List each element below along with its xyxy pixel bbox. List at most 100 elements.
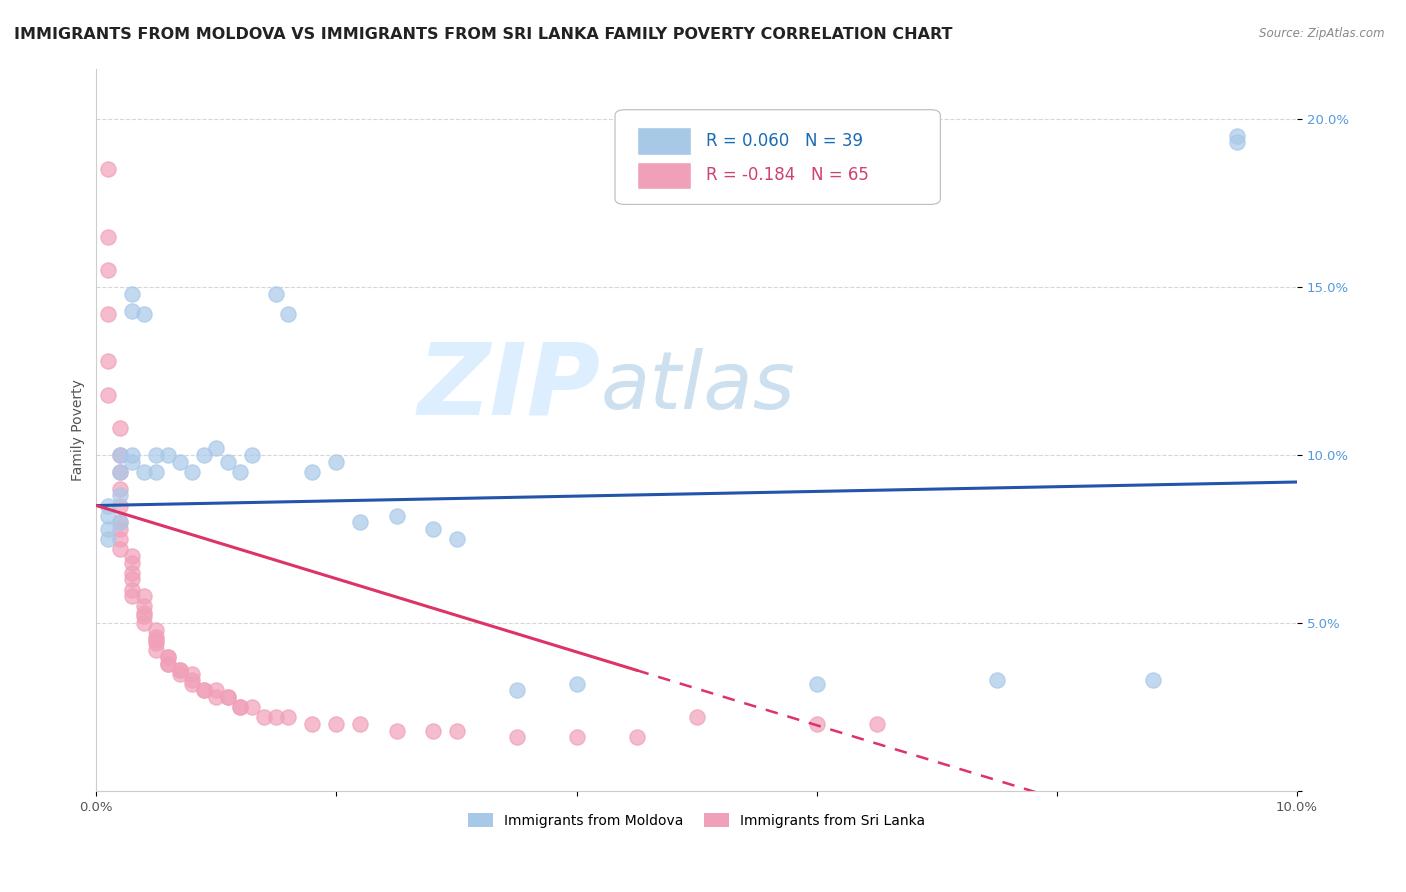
- Point: [505, 683, 527, 698]
- Point: [145, 636, 167, 650]
- Point: [193, 683, 215, 698]
- Point: [97, 354, 120, 368]
- Point: [134, 609, 156, 624]
- Point: [121, 286, 143, 301]
- Point: [97, 229, 120, 244]
- Text: IMMIGRANTS FROM MOLDOVA VS IMMIGRANTS FROM SRI LANKA FAMILY POVERTY CORRELATION : IMMIGRANTS FROM MOLDOVA VS IMMIGRANTS FR…: [14, 27, 952, 42]
- Point: [134, 465, 156, 479]
- Point: [145, 448, 167, 462]
- Point: [134, 307, 156, 321]
- Point: [121, 589, 143, 603]
- Point: [422, 522, 444, 536]
- Point: [110, 516, 132, 530]
- Point: [301, 717, 323, 731]
- FancyBboxPatch shape: [614, 110, 941, 204]
- Point: [97, 508, 120, 523]
- Point: [385, 508, 408, 523]
- Point: [134, 589, 156, 603]
- Point: [181, 666, 204, 681]
- Point: [110, 465, 132, 479]
- Point: [229, 465, 252, 479]
- Point: [253, 710, 276, 724]
- Point: [446, 532, 468, 546]
- Point: [277, 710, 299, 724]
- Point: [193, 683, 215, 698]
- Point: [110, 482, 132, 496]
- Point: [806, 717, 828, 731]
- Point: [217, 455, 239, 469]
- Point: [157, 649, 180, 664]
- Point: [134, 616, 156, 631]
- Point: [121, 566, 143, 580]
- Point: [266, 710, 288, 724]
- Point: [121, 455, 143, 469]
- Point: [349, 717, 371, 731]
- Point: [145, 465, 167, 479]
- Point: [193, 448, 215, 462]
- Point: [97, 307, 120, 321]
- Point: [325, 717, 347, 731]
- Point: [110, 522, 132, 536]
- Point: [217, 690, 239, 705]
- Y-axis label: Family Poverty: Family Poverty: [72, 379, 86, 481]
- Point: [110, 448, 132, 462]
- Point: [157, 649, 180, 664]
- Point: [866, 717, 889, 731]
- Text: ZIP: ZIP: [418, 338, 600, 435]
- Point: [301, 465, 323, 479]
- Point: [1226, 136, 1249, 150]
- Point: [325, 455, 347, 469]
- Point: [157, 657, 180, 671]
- Point: [121, 582, 143, 597]
- Point: [626, 731, 648, 745]
- Point: [169, 663, 191, 677]
- Point: [110, 448, 132, 462]
- Point: [121, 549, 143, 563]
- Point: [97, 263, 120, 277]
- Point: [242, 448, 264, 462]
- Point: [110, 465, 132, 479]
- Point: [806, 676, 828, 690]
- Point: [565, 731, 588, 745]
- Point: [181, 673, 204, 688]
- Point: [97, 532, 120, 546]
- Text: R = -0.184   N = 65: R = -0.184 N = 65: [706, 167, 869, 185]
- Point: [505, 731, 527, 745]
- Text: R = 0.060   N = 39: R = 0.060 N = 39: [706, 132, 863, 150]
- Point: [1142, 673, 1164, 688]
- Point: [349, 516, 371, 530]
- Point: [446, 723, 468, 738]
- Point: [181, 676, 204, 690]
- Point: [97, 387, 120, 401]
- Point: [121, 573, 143, 587]
- Point: [217, 690, 239, 705]
- Point: [110, 532, 132, 546]
- Point: [110, 516, 132, 530]
- Legend: Immigrants from Moldova, Immigrants from Sri Lanka: Immigrants from Moldova, Immigrants from…: [461, 806, 932, 835]
- Point: [277, 307, 299, 321]
- Point: [385, 723, 408, 738]
- Point: [205, 442, 228, 456]
- Point: [565, 676, 588, 690]
- Point: [685, 710, 707, 724]
- Point: [97, 499, 120, 513]
- Point: [169, 666, 191, 681]
- Point: [145, 630, 167, 644]
- Point: [169, 455, 191, 469]
- Point: [157, 448, 180, 462]
- Point: [121, 448, 143, 462]
- Text: atlas: atlas: [600, 348, 796, 425]
- Point: [145, 643, 167, 657]
- Point: [157, 657, 180, 671]
- Point: [181, 465, 204, 479]
- Text: Source: ZipAtlas.com: Source: ZipAtlas.com: [1260, 27, 1385, 40]
- Point: [110, 421, 132, 435]
- Point: [145, 632, 167, 647]
- Point: [110, 488, 132, 502]
- Point: [97, 162, 120, 177]
- Point: [145, 623, 167, 637]
- Point: [97, 522, 120, 536]
- Point: [229, 700, 252, 714]
- Point: [110, 542, 132, 557]
- Point: [229, 700, 252, 714]
